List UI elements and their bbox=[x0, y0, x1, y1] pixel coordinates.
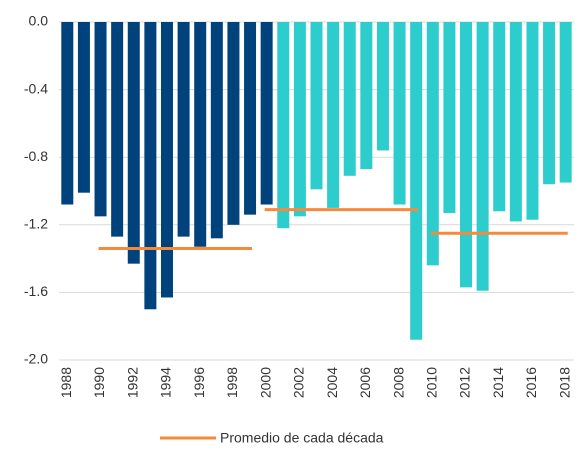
x-tick-label: 2018 bbox=[556, 367, 572, 398]
legend-label: Promedio de cada década bbox=[220, 430, 384, 446]
y-tick-label: -1.2 bbox=[24, 216, 48, 232]
bar bbox=[77, 22, 90, 193]
x-tick-label: 2000 bbox=[257, 367, 273, 398]
x-tick-label: 2012 bbox=[457, 367, 473, 398]
bar bbox=[410, 22, 423, 340]
bar bbox=[476, 22, 489, 291]
bar bbox=[493, 22, 506, 212]
bar bbox=[277, 22, 290, 229]
bar bbox=[559, 22, 572, 183]
x-tick-label: 2016 bbox=[523, 367, 539, 398]
bar bbox=[144, 22, 157, 310]
bar bbox=[127, 22, 140, 264]
x-tick-label: 2006 bbox=[357, 367, 373, 398]
bar bbox=[293, 22, 306, 217]
x-tick-label: 2010 bbox=[423, 367, 439, 398]
bar bbox=[177, 22, 190, 237]
bar bbox=[526, 22, 539, 220]
bar bbox=[376, 22, 389, 151]
x-tick-label: 1992 bbox=[124, 367, 140, 398]
bar bbox=[111, 22, 124, 237]
y-tick-label: -2.0 bbox=[24, 351, 48, 367]
y-tick-label: 0.0 bbox=[29, 13, 49, 29]
bar bbox=[160, 22, 173, 298]
y-tick-label: -1.6 bbox=[24, 283, 48, 299]
bar bbox=[343, 22, 356, 176]
y-tick-label: -0.8 bbox=[24, 148, 48, 164]
x-tick-label: 1988 bbox=[58, 367, 74, 398]
bar bbox=[393, 22, 406, 205]
bar bbox=[426, 22, 439, 266]
bar bbox=[509, 22, 522, 222]
bar bbox=[443, 22, 456, 213]
bar bbox=[227, 22, 240, 225]
bar bbox=[194, 22, 207, 247]
x-tick-label: 1996 bbox=[191, 367, 207, 398]
x-tick-label: 1990 bbox=[91, 367, 107, 398]
x-tick-label: 1998 bbox=[224, 367, 240, 398]
bar bbox=[310, 22, 323, 190]
bar bbox=[360, 22, 373, 170]
bar bbox=[460, 22, 473, 288]
x-tick-label: 2008 bbox=[390, 367, 406, 398]
bar bbox=[61, 22, 74, 205]
bar bbox=[543, 22, 556, 185]
bar bbox=[210, 22, 223, 239]
x-tick-label: 2004 bbox=[324, 367, 340, 398]
bar bbox=[244, 22, 257, 215]
bar bbox=[94, 22, 107, 217]
x-tick-label: 2002 bbox=[291, 367, 307, 398]
y-tick-label: -0.4 bbox=[24, 80, 48, 96]
bar bbox=[327, 22, 340, 208]
x-tick-label: 2014 bbox=[490, 367, 506, 398]
x-tick-label: 1994 bbox=[158, 367, 174, 398]
bar bbox=[260, 22, 273, 205]
